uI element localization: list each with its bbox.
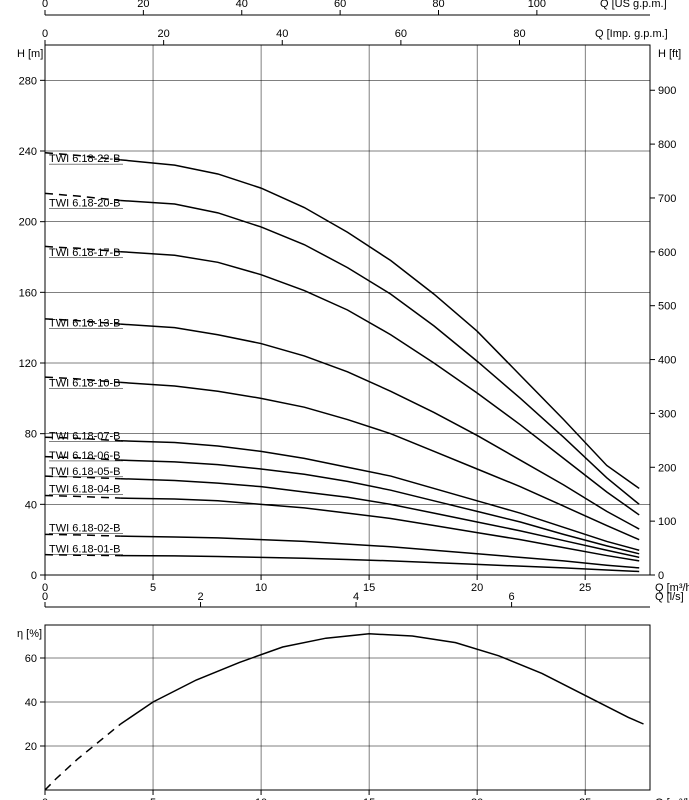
series-label: TWI 6.18-04-B <box>49 484 121 496</box>
svg-text:H [ft]: H [ft] <box>658 48 681 60</box>
svg-text:Q [l/s]: Q [l/s] <box>655 591 684 603</box>
svg-text:H [m]: H [m] <box>17 48 43 60</box>
svg-text:Q [US g.p.m.]: Q [US g.p.m.] <box>600 0 667 10</box>
svg-text:40: 40 <box>25 499 37 511</box>
series-label: TWI 6.18-07-B <box>49 431 121 443</box>
svg-text:60: 60 <box>25 653 37 665</box>
svg-text:0: 0 <box>42 591 48 603</box>
svg-text:120: 120 <box>19 358 37 370</box>
svg-text:800: 800 <box>658 139 676 151</box>
svg-text:400: 400 <box>658 355 676 367</box>
svg-text:η [%]: η [%] <box>17 628 42 640</box>
svg-text:40: 40 <box>236 0 248 10</box>
svg-text:160: 160 <box>19 287 37 299</box>
series-label: TWI 6.18-02-B <box>49 522 121 534</box>
svg-text:100: 100 <box>528 0 546 10</box>
svg-text:200: 200 <box>658 462 676 474</box>
svg-text:0: 0 <box>42 28 48 40</box>
svg-text:15: 15 <box>363 582 375 594</box>
svg-text:500: 500 <box>658 301 676 313</box>
svg-text:0: 0 <box>42 0 48 10</box>
svg-text:0: 0 <box>658 570 664 582</box>
series-label: TWI 6.18-10-B <box>49 378 121 390</box>
svg-text:100: 100 <box>658 516 676 528</box>
svg-text:300: 300 <box>658 408 676 420</box>
svg-text:10: 10 <box>255 582 267 594</box>
svg-text:900: 900 <box>658 85 676 97</box>
svg-text:5: 5 <box>150 582 156 594</box>
svg-text:280: 280 <box>19 75 37 87</box>
svg-text:25: 25 <box>579 582 591 594</box>
series-label: TWI 6.18-17-B <box>49 247 121 259</box>
svg-text:200: 200 <box>19 217 37 229</box>
svg-text:0: 0 <box>31 570 37 582</box>
svg-text:600: 600 <box>658 247 676 259</box>
svg-text:6: 6 <box>509 591 515 603</box>
svg-text:40: 40 <box>25 697 37 709</box>
series-label: TWI 6.18-20-B <box>49 197 121 209</box>
svg-text:80: 80 <box>432 0 444 10</box>
svg-text:40: 40 <box>276 28 288 40</box>
svg-text:20: 20 <box>158 28 170 40</box>
svg-text:20: 20 <box>137 0 149 10</box>
svg-text:240: 240 <box>19 146 37 158</box>
series-label: TWI 6.18-06-B <box>49 450 121 462</box>
svg-text:20: 20 <box>471 582 483 594</box>
svg-text:20: 20 <box>25 741 37 753</box>
svg-text:4: 4 <box>353 591 359 603</box>
series-label: TWI 6.18-22-B <box>49 153 121 165</box>
svg-text:2: 2 <box>197 591 203 603</box>
svg-text:700: 700 <box>658 193 676 205</box>
pump-curve-chart: 0510152025Q [m³/h]04080120160200240280H … <box>0 0 689 800</box>
series-label: TWI 6.18-13-B <box>49 317 121 329</box>
series-label: TWI 6.18-01-B <box>49 544 121 556</box>
series-label: TWI 6.18-05-B <box>49 466 121 478</box>
svg-text:80: 80 <box>513 28 525 40</box>
svg-text:60: 60 <box>334 0 346 10</box>
svg-text:Q [Imp. g.p.m.]: Q [Imp. g.p.m.] <box>595 28 668 40</box>
svg-text:60: 60 <box>395 28 407 40</box>
svg-text:80: 80 <box>25 429 37 441</box>
